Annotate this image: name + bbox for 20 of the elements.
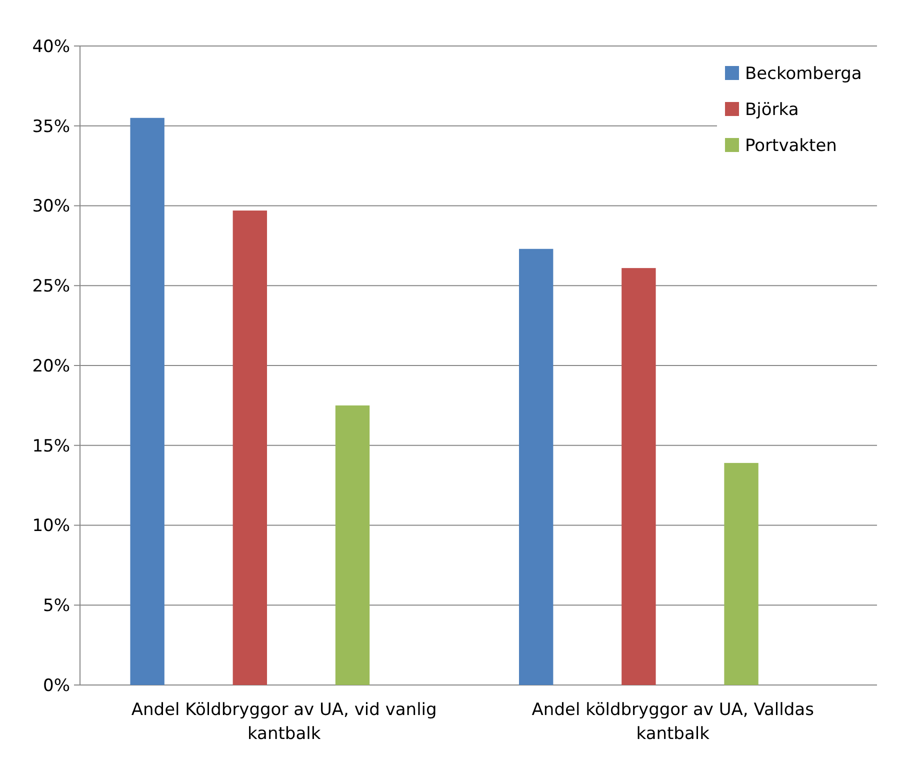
x-tick-label: Andel Köldbryggor av UA, vid vanlig kantbalk (131, 700, 437, 744)
x-tick-label: Andel köldbryggor av UA, Valldas kantbalk (532, 700, 814, 744)
y-tick-label: 30% (32, 196, 70, 217)
y-tick-label: 5% (43, 596, 70, 616)
bar (519, 248, 554, 685)
legend-label: Portvakten (745, 136, 837, 156)
legend-label: Björka (745, 100, 799, 120)
bar (622, 268, 656, 685)
y-tick-label: 25% (32, 276, 70, 297)
bar (232, 210, 268, 685)
legend-label: Beckomberga (745, 64, 862, 84)
y-tick-label: 10% (32, 516, 70, 536)
y-tick-label: 15% (32, 436, 70, 456)
y-tick-label: 35% (32, 116, 70, 137)
bar (724, 462, 758, 685)
y-tick-label: 20% (32, 356, 70, 376)
bar (130, 118, 164, 685)
bar (335, 405, 370, 685)
y-tick-label: 40% (32, 36, 70, 57)
y-tick-label: 0% (43, 676, 70, 696)
